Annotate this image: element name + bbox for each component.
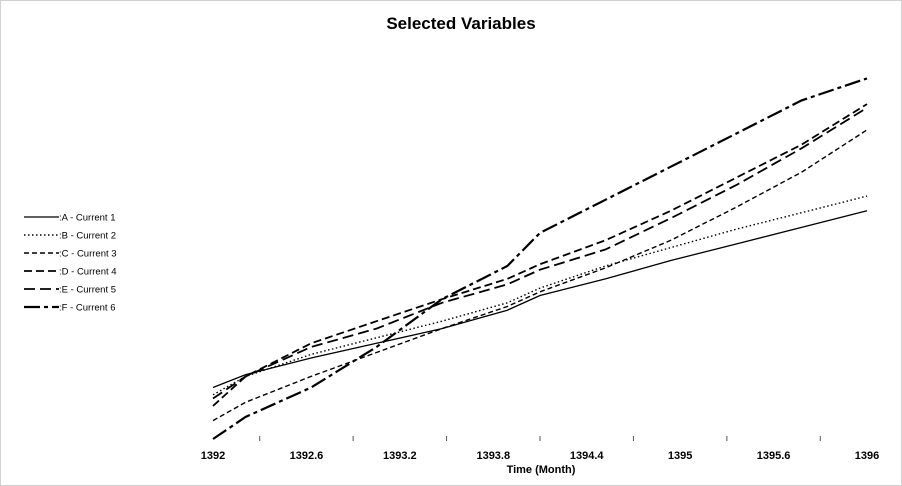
x-tick-label: 1394.4: [570, 450, 605, 462]
x-tick-label: 1396: [855, 450, 879, 462]
x-tick-label: 1392.6: [290, 450, 324, 462]
series-line-5: [212, 107, 868, 400]
x-tick-label: 1395.6: [757, 450, 791, 462]
legend-label: :F - Current 6: [59, 303, 116, 314]
legend-label: :A - Current 1: [59, 213, 116, 224]
series-line-6: [212, 77, 868, 440]
series-line-4: [212, 103, 868, 407]
x-tick-label: 1395: [668, 450, 692, 462]
series-line-3: [212, 129, 868, 422]
legend-label: :C - Current 3: [59, 249, 117, 260]
series-line-1: [212, 210, 868, 389]
x-tick-label: 1393.8: [476, 450, 510, 462]
legend: :A - Current 1 :B - Current 2 :C - Current…: [24, 213, 117, 314]
legend-label: :D - Current 4: [59, 267, 117, 278]
legend-label: :B - Current 2: [59, 231, 116, 242]
chart-title: Selected Variables: [386, 14, 535, 33]
legend-label: :E - Current 5: [59, 285, 116, 296]
series-lines: [212, 77, 868, 440]
x-tick-label: 1392: [201, 450, 225, 462]
x-axis: 1392 1392.6 1393.2 1393.8 1394.4 1395 1395.6 13…: [201, 436, 879, 462]
x-tick-label: 1393.2: [383, 450, 417, 462]
series-line-2: [212, 195, 868, 396]
x-axis-label: Time (Month): [507, 464, 576, 476]
